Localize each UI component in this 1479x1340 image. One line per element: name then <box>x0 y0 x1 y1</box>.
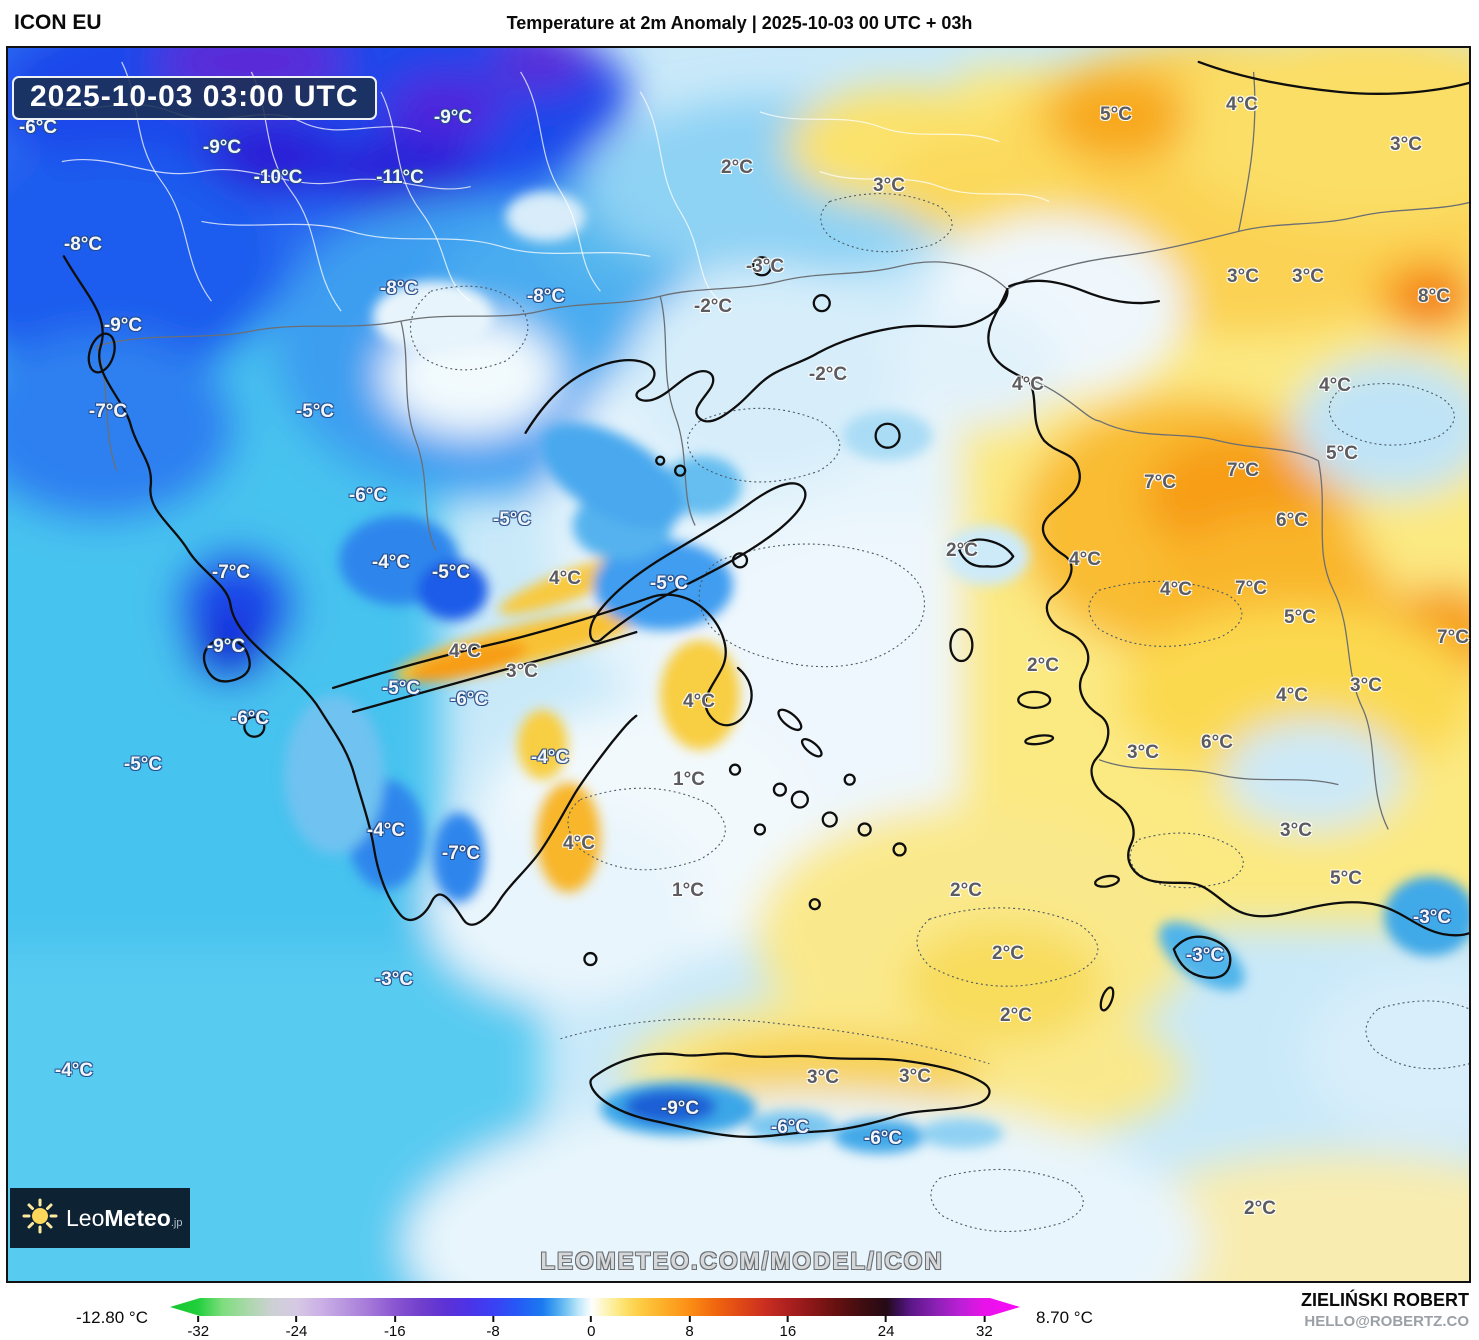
colorbar-tick: -32 <box>187 1316 209 1340</box>
model-name: ICON EU <box>14 11 102 34</box>
logo-text: LeoMeteo.jp <box>66 1204 183 1231</box>
colorbar-max-label: 8.70 °C <box>1036 1308 1093 1327</box>
watermark: LEOMETEO.COM/MODEL/ICON <box>540 1248 944 1275</box>
colorbar-tick: 32 <box>976 1316 993 1340</box>
colorbar-tick: 8 <box>685 1316 694 1340</box>
sun-icon <box>22 1198 58 1239</box>
colorbar <box>170 1298 1020 1316</box>
header-bar: ICON EU Temperature at 2m Anomaly | 2025… <box>0 0 1479 46</box>
page-title: Temperature at 2m Anomaly | 2025-10-03 0… <box>506 13 973 33</box>
credit-block: ZIELIŃSKI ROBERT HELLO@ROBERTZ.CO <box>1301 1290 1469 1330</box>
colorbar-tick: -24 <box>286 1316 307 1340</box>
colorbar-tick: -16 <box>384 1316 406 1340</box>
anomaly-map <box>6 46 1471 1283</box>
timestamp-overlay: 2025-10-03 03:00 UTC <box>12 76 377 120</box>
colorbar-tick: -8 <box>486 1316 500 1340</box>
admin-borders-light <box>31 61 1050 312</box>
colorbar-tick: 0 <box>587 1316 595 1340</box>
colorbar-tick: 24 <box>878 1316 894 1340</box>
map-field <box>8 48 1469 1281</box>
colorbar-tick: 16 <box>780 1316 796 1340</box>
colorbar-ticks: -32 -24 -16 -8 0 8 16 24 32 <box>170 1316 1020 1340</box>
country-borders <box>96 71 1469 830</box>
coastlines <box>62 60 1469 1139</box>
leometeo-logo: LeoMeteo.jp <box>10 1188 190 1248</box>
colorbar-min-label: -12.80 °C <box>76 1308 149 1327</box>
credit-name: ZIELIŃSKI ROBERT <box>1300 1290 1469 1310</box>
credit-email: HELLO@ROBERTZ.CO <box>1304 1313 1469 1330</box>
